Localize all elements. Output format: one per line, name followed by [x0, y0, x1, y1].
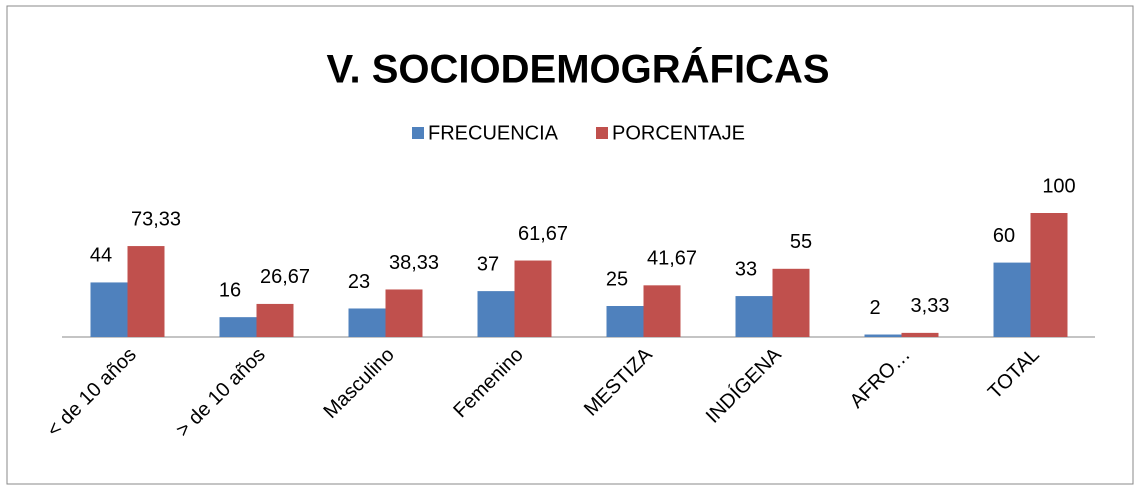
data-label: 44 [90, 245, 112, 267]
data-label: 55 [790, 231, 812, 253]
bar [772, 268, 810, 337]
data-label: 25 [606, 268, 628, 290]
data-label: 41,67 [647, 248, 697, 270]
data-label: 3,33 [911, 295, 950, 317]
bar [864, 334, 902, 337]
legend-swatch [412, 127, 424, 139]
data-label: 73,33 [131, 208, 181, 230]
bar [127, 246, 165, 337]
legend-label: FRECUENCIA [428, 122, 559, 144]
bar [348, 308, 386, 337]
data-label: 61,67 [518, 223, 568, 245]
data-label: 33 [735, 258, 757, 280]
chart-frame [6, 5, 1134, 485]
data-label: 38,33 [389, 252, 439, 274]
data-label: 37 [477, 253, 499, 275]
bar [1030, 213, 1068, 337]
bar [385, 289, 423, 337]
legend-label: PORCENTAJE [612, 122, 745, 144]
data-label: 16 [219, 279, 241, 301]
bar [606, 306, 644, 337]
bar [901, 332, 939, 337]
bar [735, 296, 773, 337]
bar [90, 282, 128, 337]
data-label: 23 [348, 271, 370, 293]
bar [477, 291, 515, 337]
data-label: 100 [1042, 175, 1075, 197]
legend-swatch [596, 127, 608, 139]
data-label: 26,67 [260, 266, 310, 288]
bar [219, 317, 257, 337]
chart-title: V. SOCIODEMOGRÁFICAS [326, 47, 829, 92]
data-label: 2 [869, 297, 880, 319]
bar [256, 303, 294, 337]
bar [514, 260, 552, 337]
bar [643, 285, 681, 337]
data-label: 60 [993, 225, 1015, 247]
bar [993, 262, 1031, 337]
